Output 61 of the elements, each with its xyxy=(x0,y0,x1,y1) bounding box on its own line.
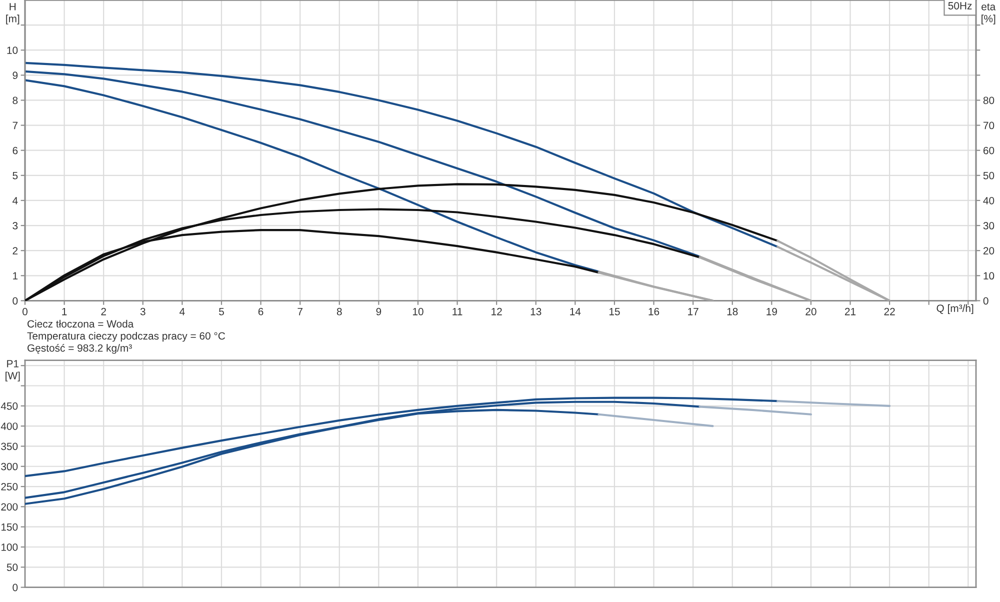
x-tick-label: 11 xyxy=(452,308,462,316)
y-tick-label: 4 xyxy=(12,197,18,204)
x-tick-label: 22 xyxy=(884,308,895,316)
y-tick-label: 3 xyxy=(12,222,18,230)
x-tick-label: 19 xyxy=(766,308,777,316)
y-tick-label: 250 xyxy=(1,483,18,490)
chart-title: 50Hz xyxy=(948,2,972,10)
text: Ciecz tłoczona = Woda xyxy=(28,320,134,328)
y-tick-label: 150 xyxy=(1,523,18,531)
y-axis-title: H [m] xyxy=(6,3,20,24)
y-tick-label: 5 xyxy=(12,172,18,180)
y-tick-label: 7 xyxy=(12,122,18,130)
y-tick-label: 0 xyxy=(12,584,18,592)
x-tick-label: 0 xyxy=(22,308,28,316)
y2-tick-label: 40 xyxy=(983,196,994,204)
y-tick-label: 300 xyxy=(1,462,18,470)
x-tick-label: 20 xyxy=(806,308,816,316)
y2-tick-label: 10 xyxy=(984,272,994,280)
x-tick-label: 1 xyxy=(62,308,67,316)
x-tick-label: 13 xyxy=(530,308,542,316)
y-tick-label: 350 xyxy=(1,442,18,450)
y-tick-label: 0 xyxy=(12,297,18,305)
x-tick-label: 21 xyxy=(844,308,856,316)
x-tick-label: 3 xyxy=(140,308,146,316)
y-tick-label: 9 xyxy=(12,72,18,80)
y-tick-label: 400 xyxy=(0,422,18,430)
x-tick-label: 6 xyxy=(258,308,264,316)
x-tick-label: 2 xyxy=(101,308,106,316)
x-tick-label: 17 xyxy=(688,308,698,316)
x-tick-label: 15 xyxy=(609,308,620,316)
x-tick-label: 16 xyxy=(648,308,660,316)
y2-tick-label: 80 xyxy=(983,96,994,104)
y-tick-label: 8 xyxy=(12,96,18,104)
x-tick-label: 10 xyxy=(412,308,424,316)
y-tick-label: 50 xyxy=(6,564,18,572)
y-tick-label: 1 xyxy=(13,272,18,280)
x-tick-label: 18 xyxy=(727,308,738,316)
y-tick-label: 2 xyxy=(12,247,18,254)
y-tick-label: 450 xyxy=(0,402,18,410)
y-tick-label: 10 xyxy=(7,46,18,54)
y-axis-title: P1 [W] xyxy=(6,360,20,382)
text: Temperatura cieczy podczas pracy = 60 °C xyxy=(27,332,226,342)
y2-tick-label: 50 xyxy=(983,172,994,180)
x-axis-title: Q [m³/h] xyxy=(936,304,974,314)
x-tick-label: 7 xyxy=(298,308,302,316)
x-tick-label: 9 xyxy=(376,308,382,316)
y2-tick-label: 0 xyxy=(983,297,988,305)
y-tick-label: 100 xyxy=(1,544,18,551)
y-tick-label: 6 xyxy=(12,146,18,154)
x-tick-label: 4 xyxy=(180,308,185,316)
y2-tick-label: 70 xyxy=(983,122,994,130)
y2-tick-label: 60 xyxy=(983,146,994,154)
y2-tick-label: 30 xyxy=(983,222,994,230)
text: Gęstość = 983.2 kg/m³ xyxy=(28,344,132,354)
x-tick-label: 12 xyxy=(492,308,502,316)
x-tick-label: 5 xyxy=(219,308,224,316)
y-tick-label: 200 xyxy=(1,503,18,511)
x-tick-label: 8 xyxy=(336,308,342,316)
y2-tick-label: 20 xyxy=(983,247,994,254)
x-tick-label: 14 xyxy=(570,308,581,316)
y2-axis-title: eta [%] xyxy=(982,4,996,24)
